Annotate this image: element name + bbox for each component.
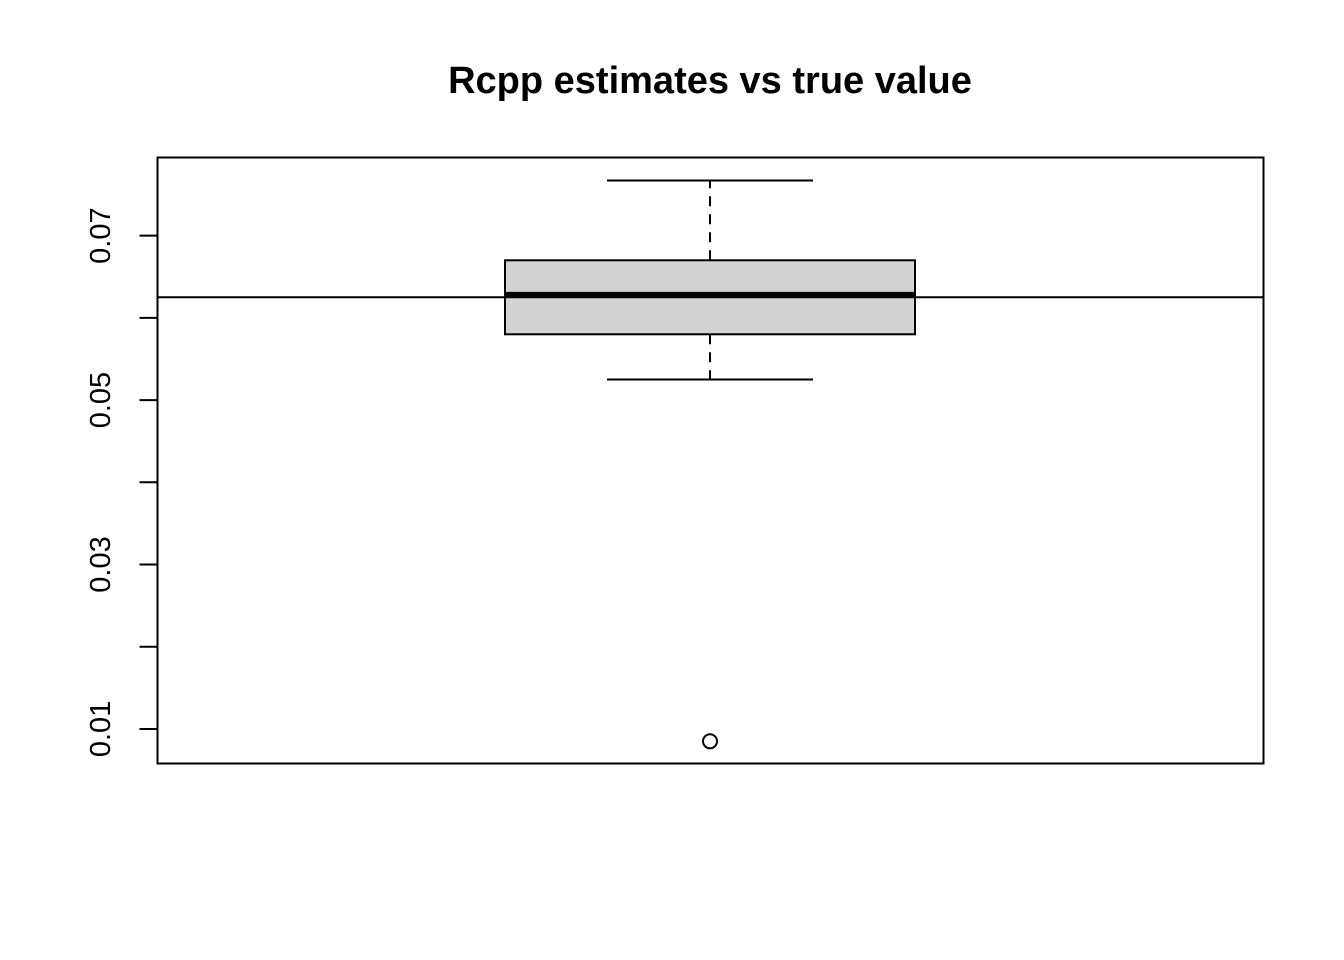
outlier-point	[702, 733, 718, 750]
y-tick-label: 0.03	[85, 536, 117, 592]
chart-marks	[157, 179, 1264, 750]
y-axis: 0.01 0.03 0.05 0.07	[85, 207, 159, 757]
y-tick-label: 0.05	[85, 372, 117, 428]
y-tick-label: 0.01	[85, 701, 117, 757]
chart-title: Rcpp estimates vs true value	[448, 60, 972, 102]
plot-frame	[156, 156, 1265, 765]
y-tick-label: 0.07	[85, 207, 117, 263]
